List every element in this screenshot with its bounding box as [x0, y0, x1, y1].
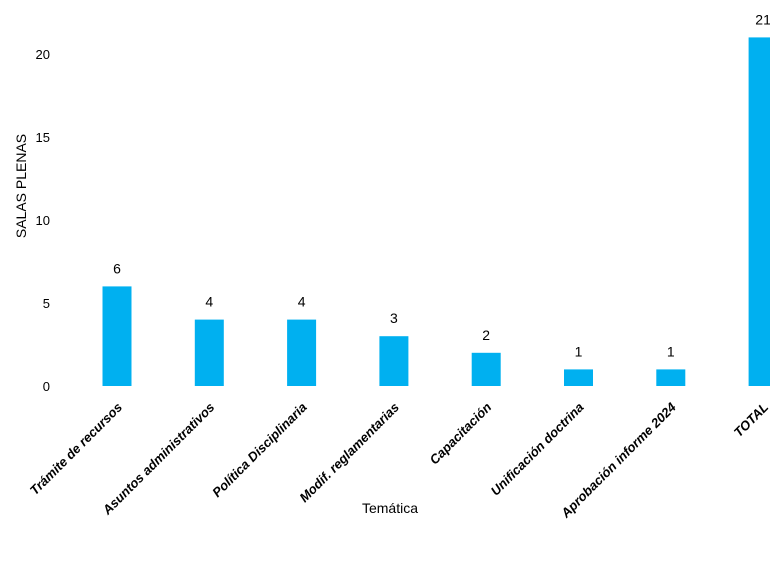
bar-value-label: 1 — [575, 343, 583, 359]
bar — [656, 369, 685, 386]
x-category-label: Trámite de recursos — [27, 400, 125, 498]
bar — [379, 336, 408, 386]
bar — [749, 37, 770, 386]
bars-group — [103, 37, 770, 386]
bar — [472, 353, 501, 386]
y-axis-title: SALAS PLENAS — [13, 134, 29, 238]
bar-value-label: 4 — [205, 294, 213, 310]
x-category-label: Unificación doctrina — [488, 400, 587, 499]
bar-value-label: 6 — [113, 260, 121, 276]
x-axis-title: Temática — [362, 500, 418, 516]
bar-value-label: 4 — [298, 294, 306, 310]
y-tick-label: 10 — [36, 213, 50, 228]
bar — [103, 286, 132, 386]
bar — [287, 320, 316, 386]
y-tick-label: 20 — [36, 47, 50, 62]
x-category-label: Política Disciplinaria — [209, 400, 310, 501]
bar-value-label: 3 — [390, 310, 398, 326]
x-category-label: TOTAL — [731, 399, 770, 439]
y-axis-ticks: 0 5 10 15 20 — [36, 47, 50, 394]
bar — [564, 369, 593, 386]
x-category-label: Capacitación — [426, 399, 494, 467]
bar — [195, 320, 224, 386]
bar-value-label: 1 — [667, 343, 675, 359]
y-tick-label: 5 — [43, 296, 50, 311]
y-tick-label: 15 — [36, 130, 50, 145]
x-category-label: Modif. reglamentarias — [296, 400, 402, 506]
bar-value-label: 2 — [482, 327, 490, 343]
y-tick-label: 0 — [43, 379, 50, 394]
bar-value-label: 21 — [755, 11, 770, 27]
